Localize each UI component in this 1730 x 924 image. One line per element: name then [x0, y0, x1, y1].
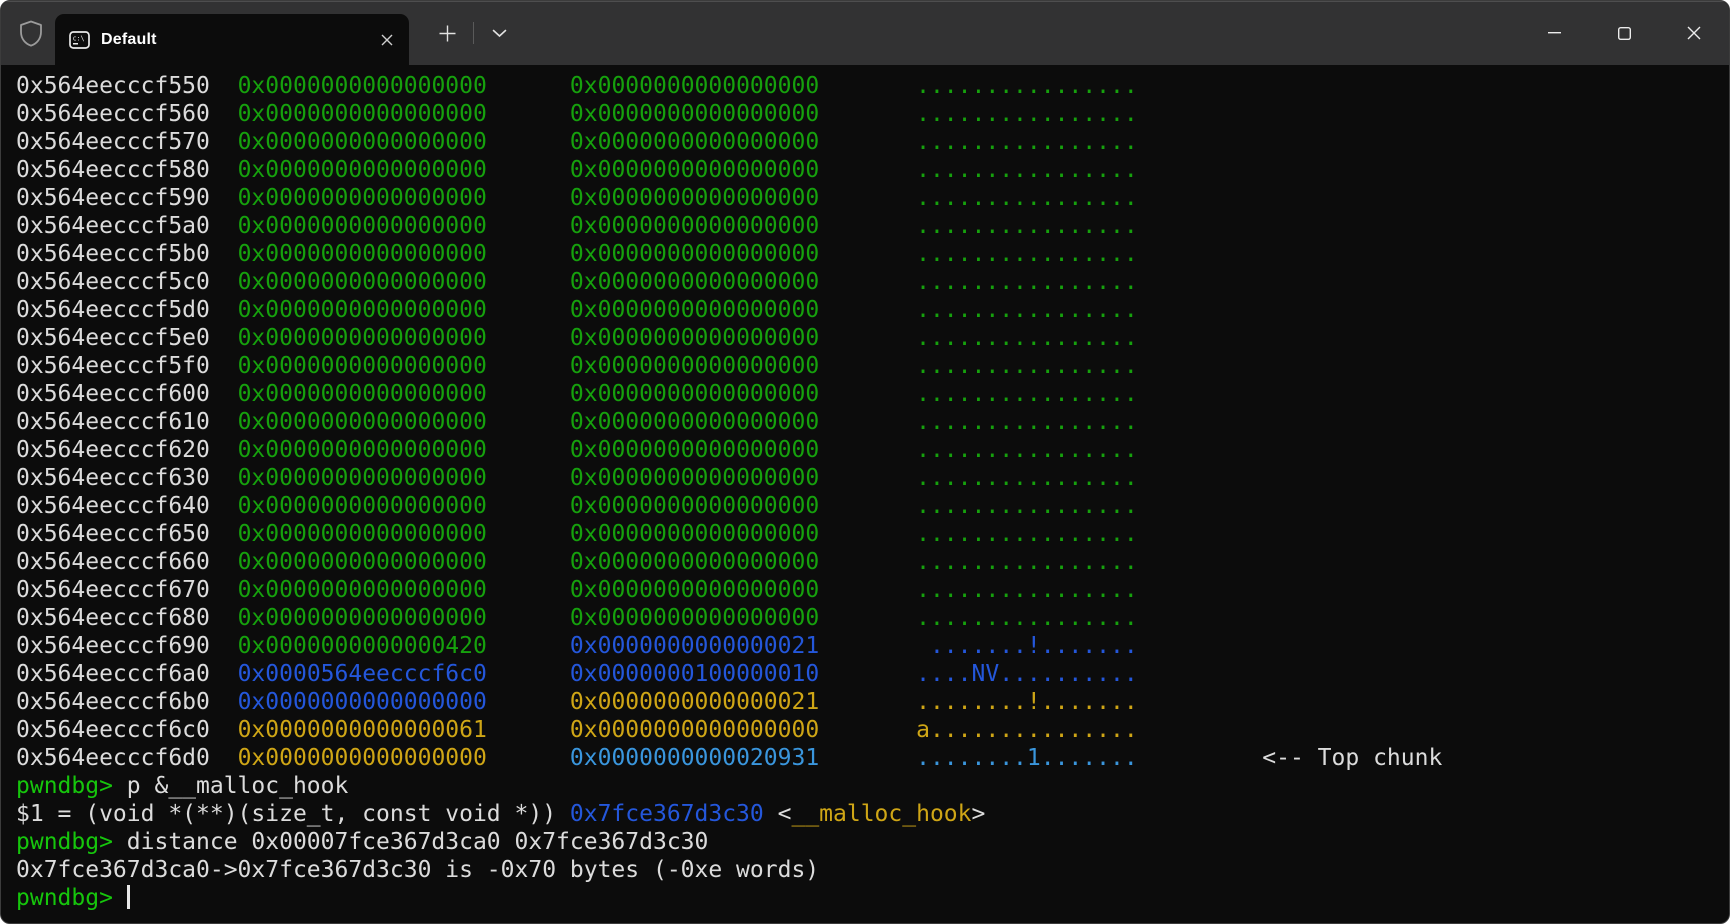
memory-row: 0x564eecccf610 0x0000000000000000 0x0000… [16, 409, 1138, 435]
memory-row: 0x564eecccf5e0 0x0000000000000000 0x0000… [16, 325, 1138, 351]
close-button[interactable] [1659, 1, 1729, 65]
memory-row: 0x564eecccf5b0 0x0000000000000000 0x0000… [16, 241, 1138, 267]
memory-row: 0x564eecccf5a0 0x0000000000000000 0x0000… [16, 213, 1138, 239]
titlebar-separator [473, 22, 474, 44]
memory-row: 0x564eecccf620 0x0000000000000000 0x0000… [16, 437, 1138, 463]
memory-row: 0x564eecccf570 0x0000000000000000 0x0000… [16, 129, 1138, 155]
output-line: $1 = (void *(**)(size_t, const void *)) … [16, 801, 986, 827]
memory-row: 0x564eecccf690 0x0000000000000420 0x0000… [16, 633, 1138, 659]
admin-shield-icon [16, 1, 46, 65]
memory-row: 0x564eecccf590 0x0000000000000000 0x0000… [16, 185, 1138, 211]
plus-icon [439, 25, 456, 42]
terminal-output[interactable]: 0x564eecccf550 0x0000000000000000 0x0000… [1, 65, 1729, 912]
memory-row: 0x564eecccf670 0x0000000000000000 0x0000… [16, 577, 1138, 603]
maximize-button[interactable] [1589, 1, 1659, 65]
memory-row: 0x564eecccf5f0 0x0000000000000000 0x0000… [16, 353, 1138, 379]
new-tab-button[interactable] [430, 16, 464, 50]
memory-row: 0x564eecccf680 0x0000000000000000 0x0000… [16, 605, 1138, 631]
memory-row: 0x564eecccf550 0x0000000000000000 0x0000… [16, 73, 1138, 99]
maximize-icon [1617, 26, 1631, 40]
text-cursor [126, 885, 130, 909]
memory-row: 0x564eecccf630 0x0000000000000000 0x0000… [16, 465, 1138, 491]
memory-row: 0x564eecccf5d0 0x0000000000000000 0x0000… [16, 297, 1138, 323]
prompt-line: pwndbg> distance 0x00007fce367d3ca0 0x7f… [16, 829, 709, 855]
output-line: 0x7fce367d3ca0->0x7fce367d3c30 is -0x70 … [16, 857, 820, 883]
memory-row: 0x564eecccf6c0 0x0000000000000061 0x0000… [16, 717, 1138, 743]
memory-row: 0x564eecccf640 0x0000000000000000 0x0000… [16, 493, 1138, 519]
minimize-button[interactable] [1519, 1, 1589, 65]
tab-dropdown-button[interactable] [482, 16, 516, 50]
memory-row: 0x564eecccf6d0 0x0000000000000000 0x0000… [16, 745, 1443, 771]
minimize-icon [1547, 32, 1561, 34]
memory-row: 0x564eecccf560 0x0000000000000000 0x0000… [16, 101, 1138, 127]
memory-row: 0x564eecccf5c0 0x0000000000000000 0x0000… [16, 269, 1138, 295]
memory-row: 0x564eecccf650 0x0000000000000000 0x0000… [16, 521, 1138, 547]
command-prompt-icon: c:\ [69, 30, 90, 49]
memory-row: 0x564eecccf660 0x0000000000000000 0x0000… [16, 549, 1138, 575]
prompt-line: pwndbg> [16, 884, 1729, 912]
memory-row: 0x564eecccf6b0 0x0000000000000000 0x0000… [16, 689, 1138, 715]
titlebar[interactable]: c:\ Default [1, 1, 1729, 65]
close-icon [1687, 26, 1701, 40]
memory-row: 0x564eecccf600 0x0000000000000000 0x0000… [16, 381, 1138, 407]
memory-row: 0x564eecccf580 0x0000000000000000 0x0000… [16, 157, 1138, 183]
memory-row: 0x564eecccf6a0 0x0000564eecccf6c0 0x0000… [16, 661, 1138, 687]
tab-title: Default [101, 30, 157, 48]
titlebar-drag-region[interactable] [516, 1, 1519, 65]
tab-default[interactable]: c:\ Default [55, 14, 409, 65]
svg-text:c:\: c:\ [73, 34, 85, 42]
chevron-down-icon [492, 29, 507, 38]
prompt-line: pwndbg> p &__malloc_hook [16, 773, 349, 799]
tab-close-button[interactable] [373, 26, 401, 54]
